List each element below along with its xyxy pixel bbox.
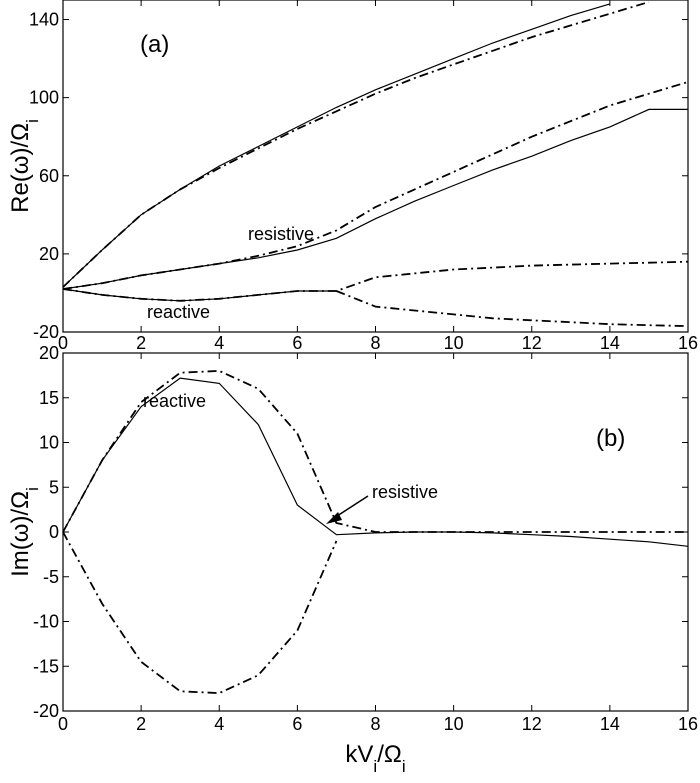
plot-frame <box>62 0 689 333</box>
x-tick-label: 8 <box>370 333 380 353</box>
x-tick-label: 2 <box>136 333 146 353</box>
y-tick-label: 5 <box>49 477 59 497</box>
y-tick-label: 60 <box>39 166 59 186</box>
x-tick-label: 10 <box>444 333 464 353</box>
y-tick-label: 140 <box>29 10 59 30</box>
x-tick-label: 2 <box>136 714 146 734</box>
y-tick-label: 20 <box>39 244 59 264</box>
annotation: resistive <box>248 224 314 244</box>
y-tick-label: 0 <box>49 522 59 542</box>
series-line <box>62 260 689 302</box>
x-tick-label: 16 <box>678 333 698 353</box>
label-text: kV <box>345 741 373 768</box>
x-tick-label: 6 <box>292 333 302 353</box>
series-line <box>62 108 688 290</box>
label-subscript: i <box>23 119 42 123</box>
x-tick-label: 12 <box>522 714 542 734</box>
x-tick-label: 8 <box>370 714 380 734</box>
label-subscript: i <box>23 487 42 491</box>
x-tick-label: 4 <box>214 714 224 734</box>
x-tick-label: 14 <box>600 333 620 353</box>
arrow <box>333 495 369 519</box>
label-subscript: i <box>373 757 377 776</box>
annotation: reactive <box>143 391 206 411</box>
x-tick-label: 16 <box>678 714 698 734</box>
label-text: Re(ω)/Ω <box>7 123 34 213</box>
y-tick-label: -5 <box>43 567 59 587</box>
y-axis-label: Re(ω)/Ωi <box>7 119 42 213</box>
annotation: resistive <box>372 482 438 502</box>
series-line <box>62 369 688 533</box>
x-tick-label: 12 <box>522 333 542 353</box>
label-text: /Ω <box>377 741 402 768</box>
y-tick-label: 100 <box>29 88 59 108</box>
y-tick-label: -20 <box>33 322 59 342</box>
plot-frame <box>62 352 689 712</box>
panel-label: (a) <box>140 31 169 58</box>
x-tick-label: 6 <box>292 714 302 734</box>
y-tick-label: -20 <box>33 701 59 721</box>
series-line <box>336 290 689 327</box>
x-tick-label: 4 <box>214 333 224 353</box>
panel-label: (b) <box>596 425 625 452</box>
y-tick-label: -10 <box>33 612 59 632</box>
series-line <box>62 81 689 290</box>
x-tick-label: 14 <box>600 714 620 734</box>
label-subscript: i <box>402 757 406 776</box>
y-axis-label: Im(ω)/Ωi <box>7 487 42 577</box>
arrow-head <box>326 512 342 524</box>
series-line <box>62 531 338 695</box>
y-tick-label: 10 <box>39 433 59 453</box>
annotation: reactive <box>147 302 210 322</box>
y-tick-label: 15 <box>39 388 59 408</box>
y-tick-label: 20 <box>39 343 59 363</box>
x-axis-label: kVi/Ωi <box>345 741 405 776</box>
label-text: Im(ω)/Ω <box>7 491 34 577</box>
series-line <box>62 1 650 288</box>
x-tick-label: 0 <box>58 333 68 353</box>
x-tick-label: 10 <box>444 714 464 734</box>
x-tick-label: 0 <box>58 714 68 734</box>
y-tick-label: -15 <box>33 656 59 676</box>
